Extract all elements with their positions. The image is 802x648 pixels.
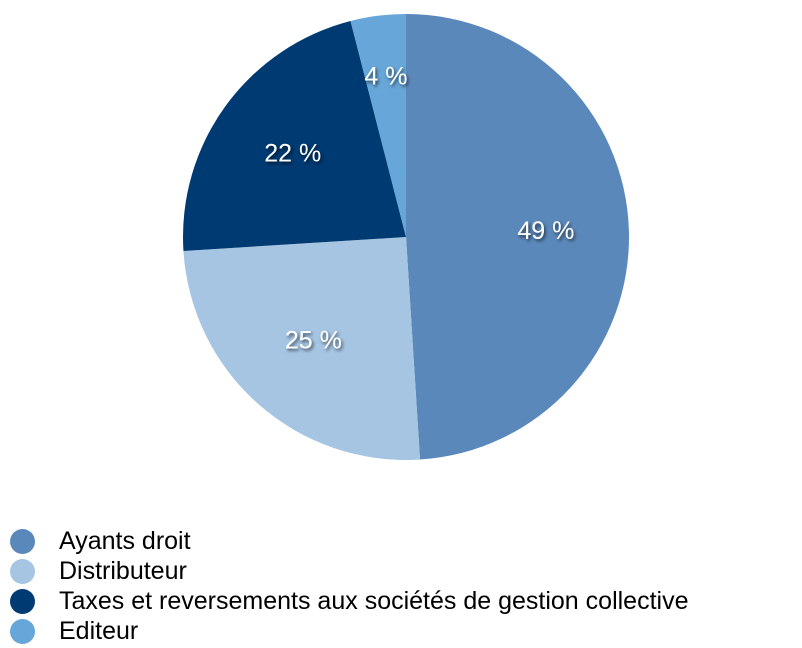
pie-slices bbox=[183, 14, 629, 460]
pie-slice-3 bbox=[183, 21, 406, 252]
legend-label: Taxes et reversements aux sociétés de ge… bbox=[59, 587, 689, 615]
slice-value-label: 4 % bbox=[364, 62, 407, 90]
pie-chart-svg: 49 % 25 % 22 % 4 % bbox=[183, 14, 629, 460]
pie-slice-1 bbox=[406, 14, 629, 460]
legend-label: Editeur bbox=[59, 617, 139, 645]
legend-item: Editeur bbox=[10, 616, 800, 646]
legend-item: Taxes et reversements aux sociétés de ge… bbox=[10, 586, 800, 616]
legend-label: Ayants droit bbox=[59, 527, 191, 555]
pie-slice-4 bbox=[350, 14, 406, 237]
chart-legend: Ayants droit Distributeur Taxes et reverse… bbox=[10, 526, 800, 646]
slice-value-label: 49 % bbox=[517, 217, 574, 245]
slice-value-label: 25 % bbox=[285, 327, 342, 355]
pie-slice-2 bbox=[183, 237, 420, 460]
legend-swatch bbox=[10, 588, 35, 614]
legend-item: Distributeur bbox=[10, 556, 800, 586]
legend-swatch bbox=[10, 528, 35, 554]
pie-value-labels: 49 % 25 % 22 % 4 % bbox=[264, 62, 574, 354]
legend-item: Ayants droit bbox=[10, 526, 800, 556]
legend-swatch bbox=[10, 558, 35, 584]
legend-label: Distributeur bbox=[59, 557, 187, 585]
legend-swatch bbox=[10, 618, 35, 644]
slice-value-label: 22 % bbox=[264, 139, 321, 167]
